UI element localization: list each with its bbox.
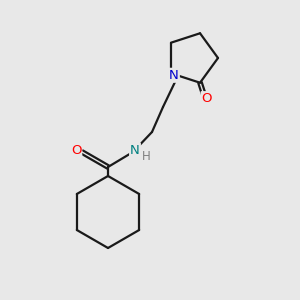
Text: H: H — [142, 149, 150, 163]
Text: N: N — [130, 143, 140, 157]
Text: O: O — [202, 92, 212, 105]
Text: N: N — [169, 69, 179, 82]
Text: O: O — [71, 145, 81, 158]
